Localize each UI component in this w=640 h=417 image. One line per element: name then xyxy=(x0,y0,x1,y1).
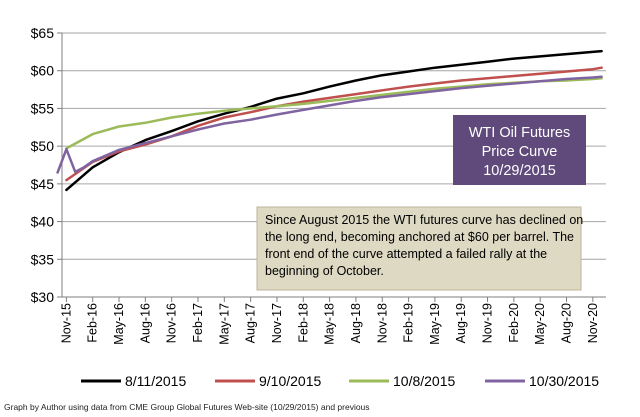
x-tick-label: Feb-18 xyxy=(296,303,310,343)
x-tick-label: Nov-17 xyxy=(270,303,284,343)
annotation-line-3: front end of the curve attempted a faile… xyxy=(265,247,547,261)
y-tick-label: $65 xyxy=(31,25,55,41)
x-tick-label: Aug-18 xyxy=(349,303,363,343)
chart-title-line-2: Price Curve xyxy=(482,144,558,160)
y-tick-label: $40 xyxy=(31,214,55,230)
y-tick-label: $60 xyxy=(31,63,55,79)
chart-title-line-3: 10/29/2015 xyxy=(483,163,556,179)
x-tick-label: Aug-16 xyxy=(138,303,152,343)
x-axis-ticks: Nov-15 Feb-16 May-16 Aug-16 Nov-16 Feb-17 May-… xyxy=(59,297,599,345)
y-tick-label: $45 xyxy=(31,176,55,192)
x-tick-label: May-16 xyxy=(112,303,126,345)
legend-label: 9/10/2015 xyxy=(259,373,321,389)
annotation-line-2: the long end, becoming anchored at $60 p… xyxy=(265,230,574,244)
legend: 8/11/2015 9/10/2015 10/8/2015 10/30/2015 xyxy=(81,373,599,389)
annotation-line-1: Since August 2015 the WTI futures curve … xyxy=(265,213,583,227)
x-tick-label: Aug-19 xyxy=(454,303,468,343)
x-tick-label: Nov-16 xyxy=(165,303,179,343)
chart-title-line-1: WTI Oil Futures xyxy=(469,125,571,141)
annotation-box: Since August 2015 the WTI futures curve … xyxy=(257,207,583,290)
y-axis-ticks: $30 $35 $40 $45 $50 $55 $60 $65 xyxy=(31,25,62,305)
legend-label: 10/8/2015 xyxy=(393,373,455,389)
y-tick-label: $50 xyxy=(31,138,55,154)
x-tick-label: Feb-20 xyxy=(507,303,521,343)
x-tick-label: Feb-16 xyxy=(86,303,100,343)
legend-label: 10/30/2015 xyxy=(529,373,599,389)
y-tick-label: $55 xyxy=(31,100,55,116)
y-tick-label: $30 xyxy=(31,289,55,305)
title-box: WTI Oil Futures Price Curve 10/29/2015 xyxy=(453,115,586,185)
x-tick-label: Aug-20 xyxy=(560,303,574,343)
x-tick-label: May-19 xyxy=(428,303,442,345)
x-tick-label: Nov-20 xyxy=(586,303,600,343)
annotation-line-4: beginning of October. xyxy=(265,264,384,278)
source-note: Graph by Author using data from CME Grou… xyxy=(4,402,370,412)
x-tick-label: Nov-19 xyxy=(481,303,495,343)
x-tick-label: Aug-17 xyxy=(244,303,258,343)
x-tick-label: Nov-15 xyxy=(59,303,73,343)
y-tick-label: $35 xyxy=(31,251,55,267)
x-tick-label: May-20 xyxy=(533,303,547,345)
x-tick-label: May-18 xyxy=(323,303,337,345)
x-tick-label: May-17 xyxy=(217,303,231,345)
legend-label: 8/11/2015 xyxy=(125,373,186,389)
x-tick-label: Feb-19 xyxy=(402,303,416,343)
x-tick-label: Feb-17 xyxy=(191,303,205,343)
x-tick-label: Nov-18 xyxy=(375,303,389,343)
